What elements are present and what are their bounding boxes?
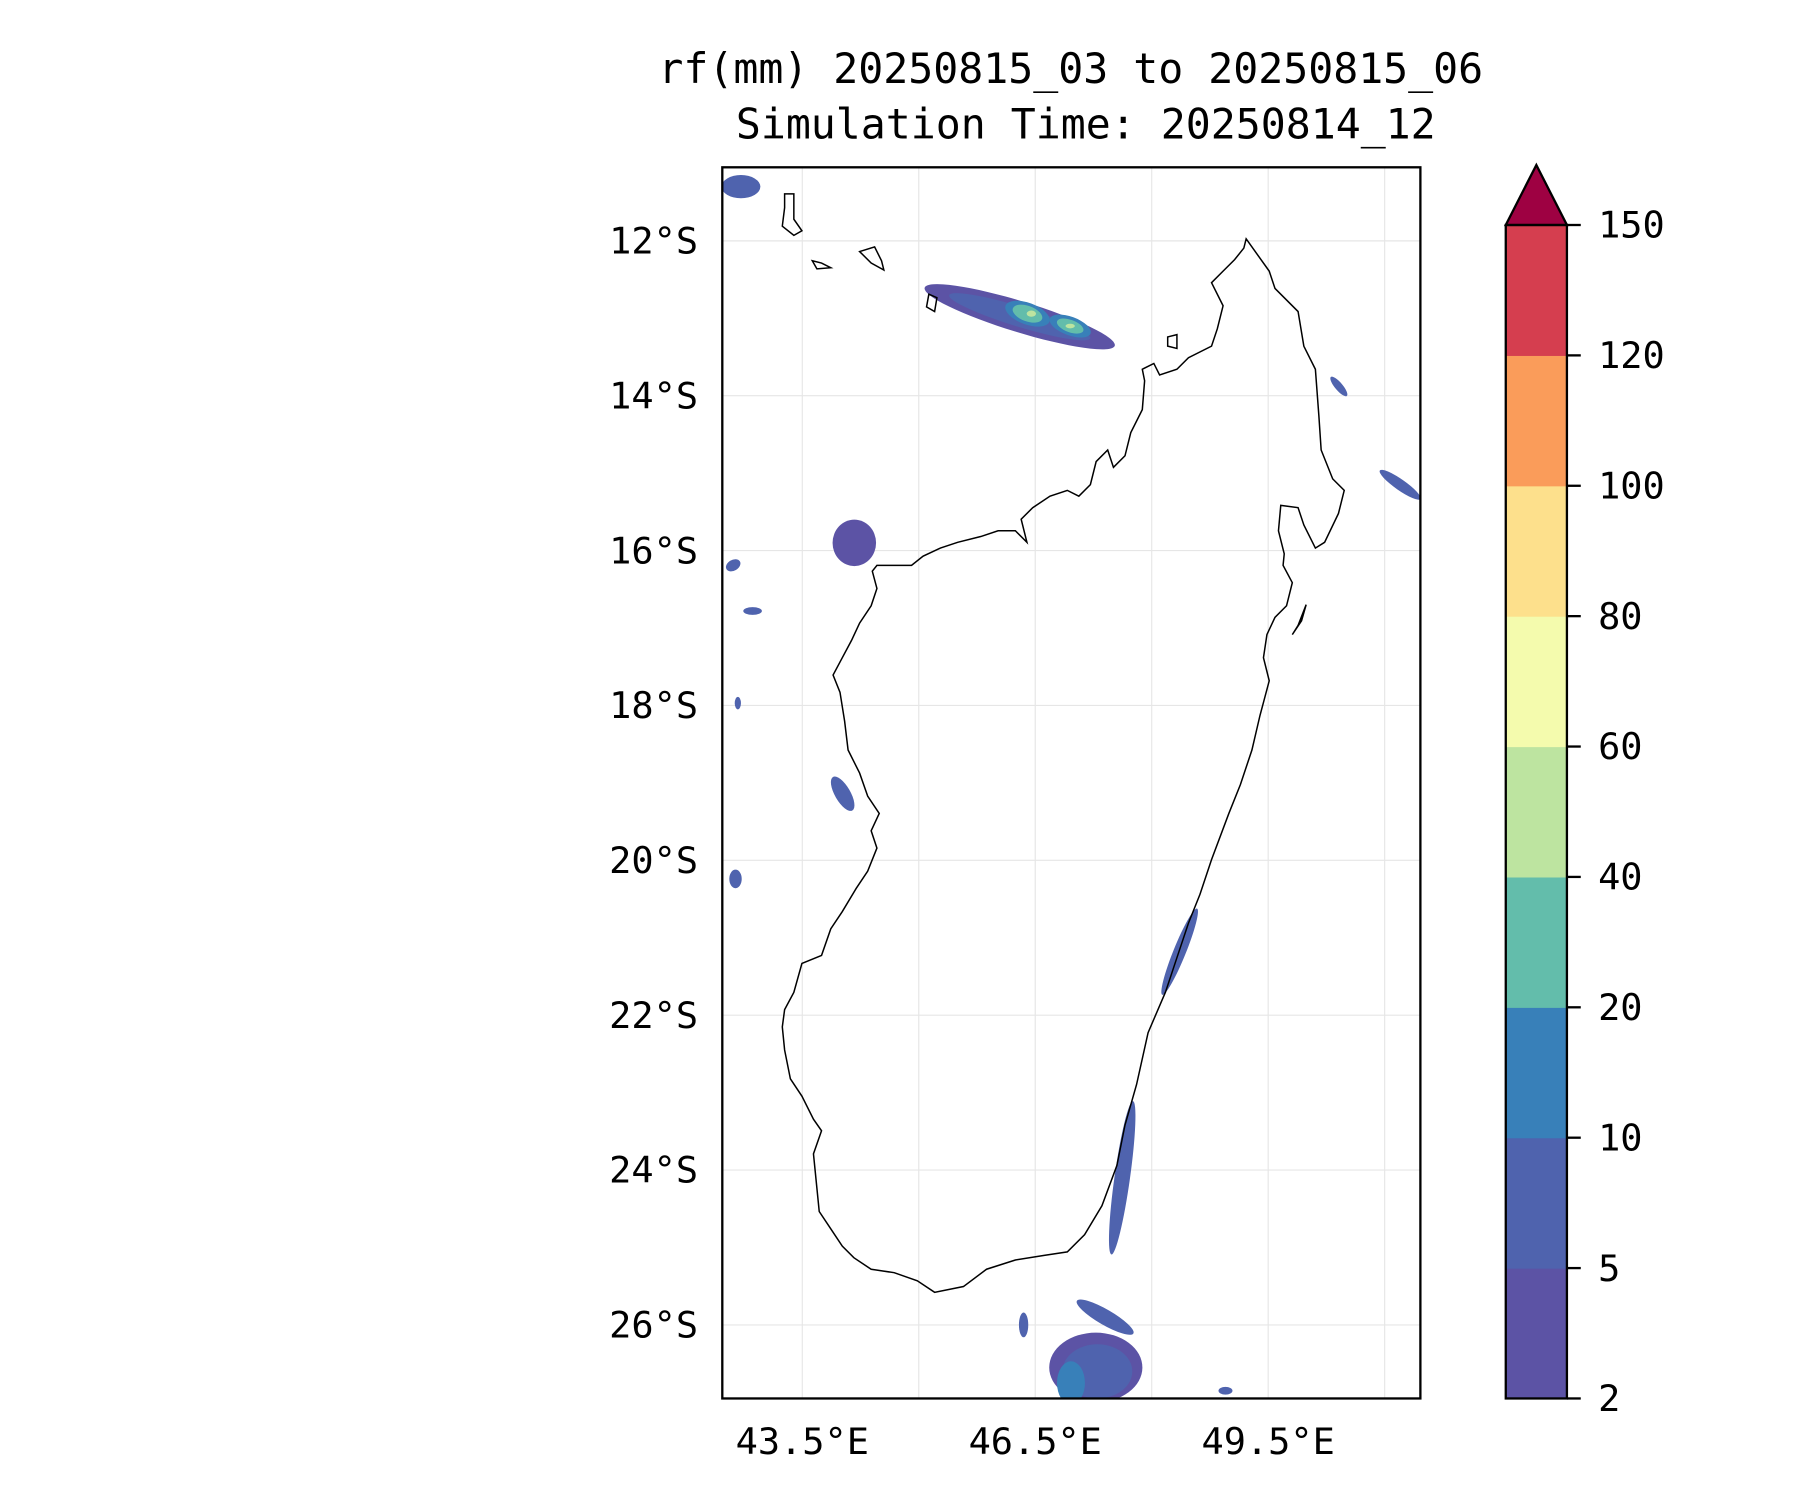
colorbar-tick-label: 5 [1598,1247,1620,1290]
colorbar: 2 5 10 20 40 60 80 100 120 150 [1503,162,1665,1420]
colorbar-tick-label: 20 [1598,986,1642,1029]
rainfall-area [1218,1386,1233,1395]
colorbar-tick-label: 40 [1598,856,1642,899]
rainfall-area [1076,1299,1134,1335]
chart-title: rf(mm) 20250815_03 to 20250815_06 [658,44,1483,93]
y-tick-label: 20°S [609,839,698,882]
rainfall-area [729,869,742,889]
rainfall-contours [722,175,1421,1399]
colorbar-tick-label: 150 [1598,204,1665,247]
rainfall-area [722,175,761,199]
rainfall-area [1108,1101,1136,1255]
x-tick-label: 43.5°E [736,1420,869,1463]
colorbar-segment [1505,1007,1567,1139]
colorbar-tick-label: 120 [1598,334,1665,377]
y-tick-label: 26°S [609,1304,698,1347]
y-tick-label: 18°S [609,684,698,727]
rainfall-area [743,607,762,615]
colorbar-tick-label: 60 [1598,725,1642,768]
map-plot-area: 12°S14°S16°S18°S20°S22°S24°S26°S 43.5°E 4… [609,166,1422,1463]
longitude-tick-labels: 43.5°E 46.5°E 49.5°E [736,1420,1335,1463]
colorbar-frame [1504,223,1569,1400]
colorbar-segment [1505,876,1567,1008]
colorbar-segment [1505,355,1567,487]
x-tick-label: 46.5°E [969,1420,1102,1463]
colorbar-segment [1505,225,1567,356]
colorbar-extend-arrow [1503,162,1569,227]
rainfall-area [830,776,855,811]
coastline [781,193,1346,1294]
island-anjouan [858,246,885,272]
colorbar-tick-label: 2 [1598,1377,1620,1420]
rainfall-area [1330,376,1348,397]
gridlines [722,167,1421,1399]
map-frame [721,166,1422,1400]
rainfall-area [832,519,877,567]
rainfall-area [725,559,741,572]
chart-subtitle: Simulation Time: 20250814_12 [736,99,1436,148]
island-grande-comore [781,193,804,237]
rainfall-area [1026,310,1037,317]
latitude-tick-labels: 12°S 14°S 16°S 18°S 20°S 22°S 24°S 26°S [609,220,698,1347]
colorbar-segment [1505,1137,1567,1269]
colorbar-segment [1505,1268,1567,1400]
colorbar-tick-label: 100 [1598,464,1665,507]
x-tick-label: 49.5°E [1202,1420,1335,1463]
colorbar-segment [1505,746,1567,878]
island-moheli [810,259,834,270]
madagascar-coastline [781,237,1346,1294]
colorbar-tick-label: 80 [1598,595,1642,638]
rainfall-area [1056,1361,1085,1399]
y-tick-label: 24°S [609,1149,698,1192]
y-tick-label: 22°S [609,994,698,1037]
colorbar-tick-label: 10 [1598,1116,1642,1159]
y-tick-label: 16°S [609,529,698,572]
island-nosy-boraha [1291,604,1307,636]
rainfall-area [1018,1312,1029,1338]
rainfall-area [734,696,741,710]
y-tick-label: 14°S [609,374,698,417]
colorbar-segment [1505,616,1567,748]
island-mayotte [925,293,938,313]
island-nosy-be [1166,333,1178,350]
rainfall-area [1379,469,1421,500]
colorbar-segment [1505,485,1567,617]
y-tick-label: 12°S [609,220,698,263]
rainfall-area [1065,323,1075,329]
